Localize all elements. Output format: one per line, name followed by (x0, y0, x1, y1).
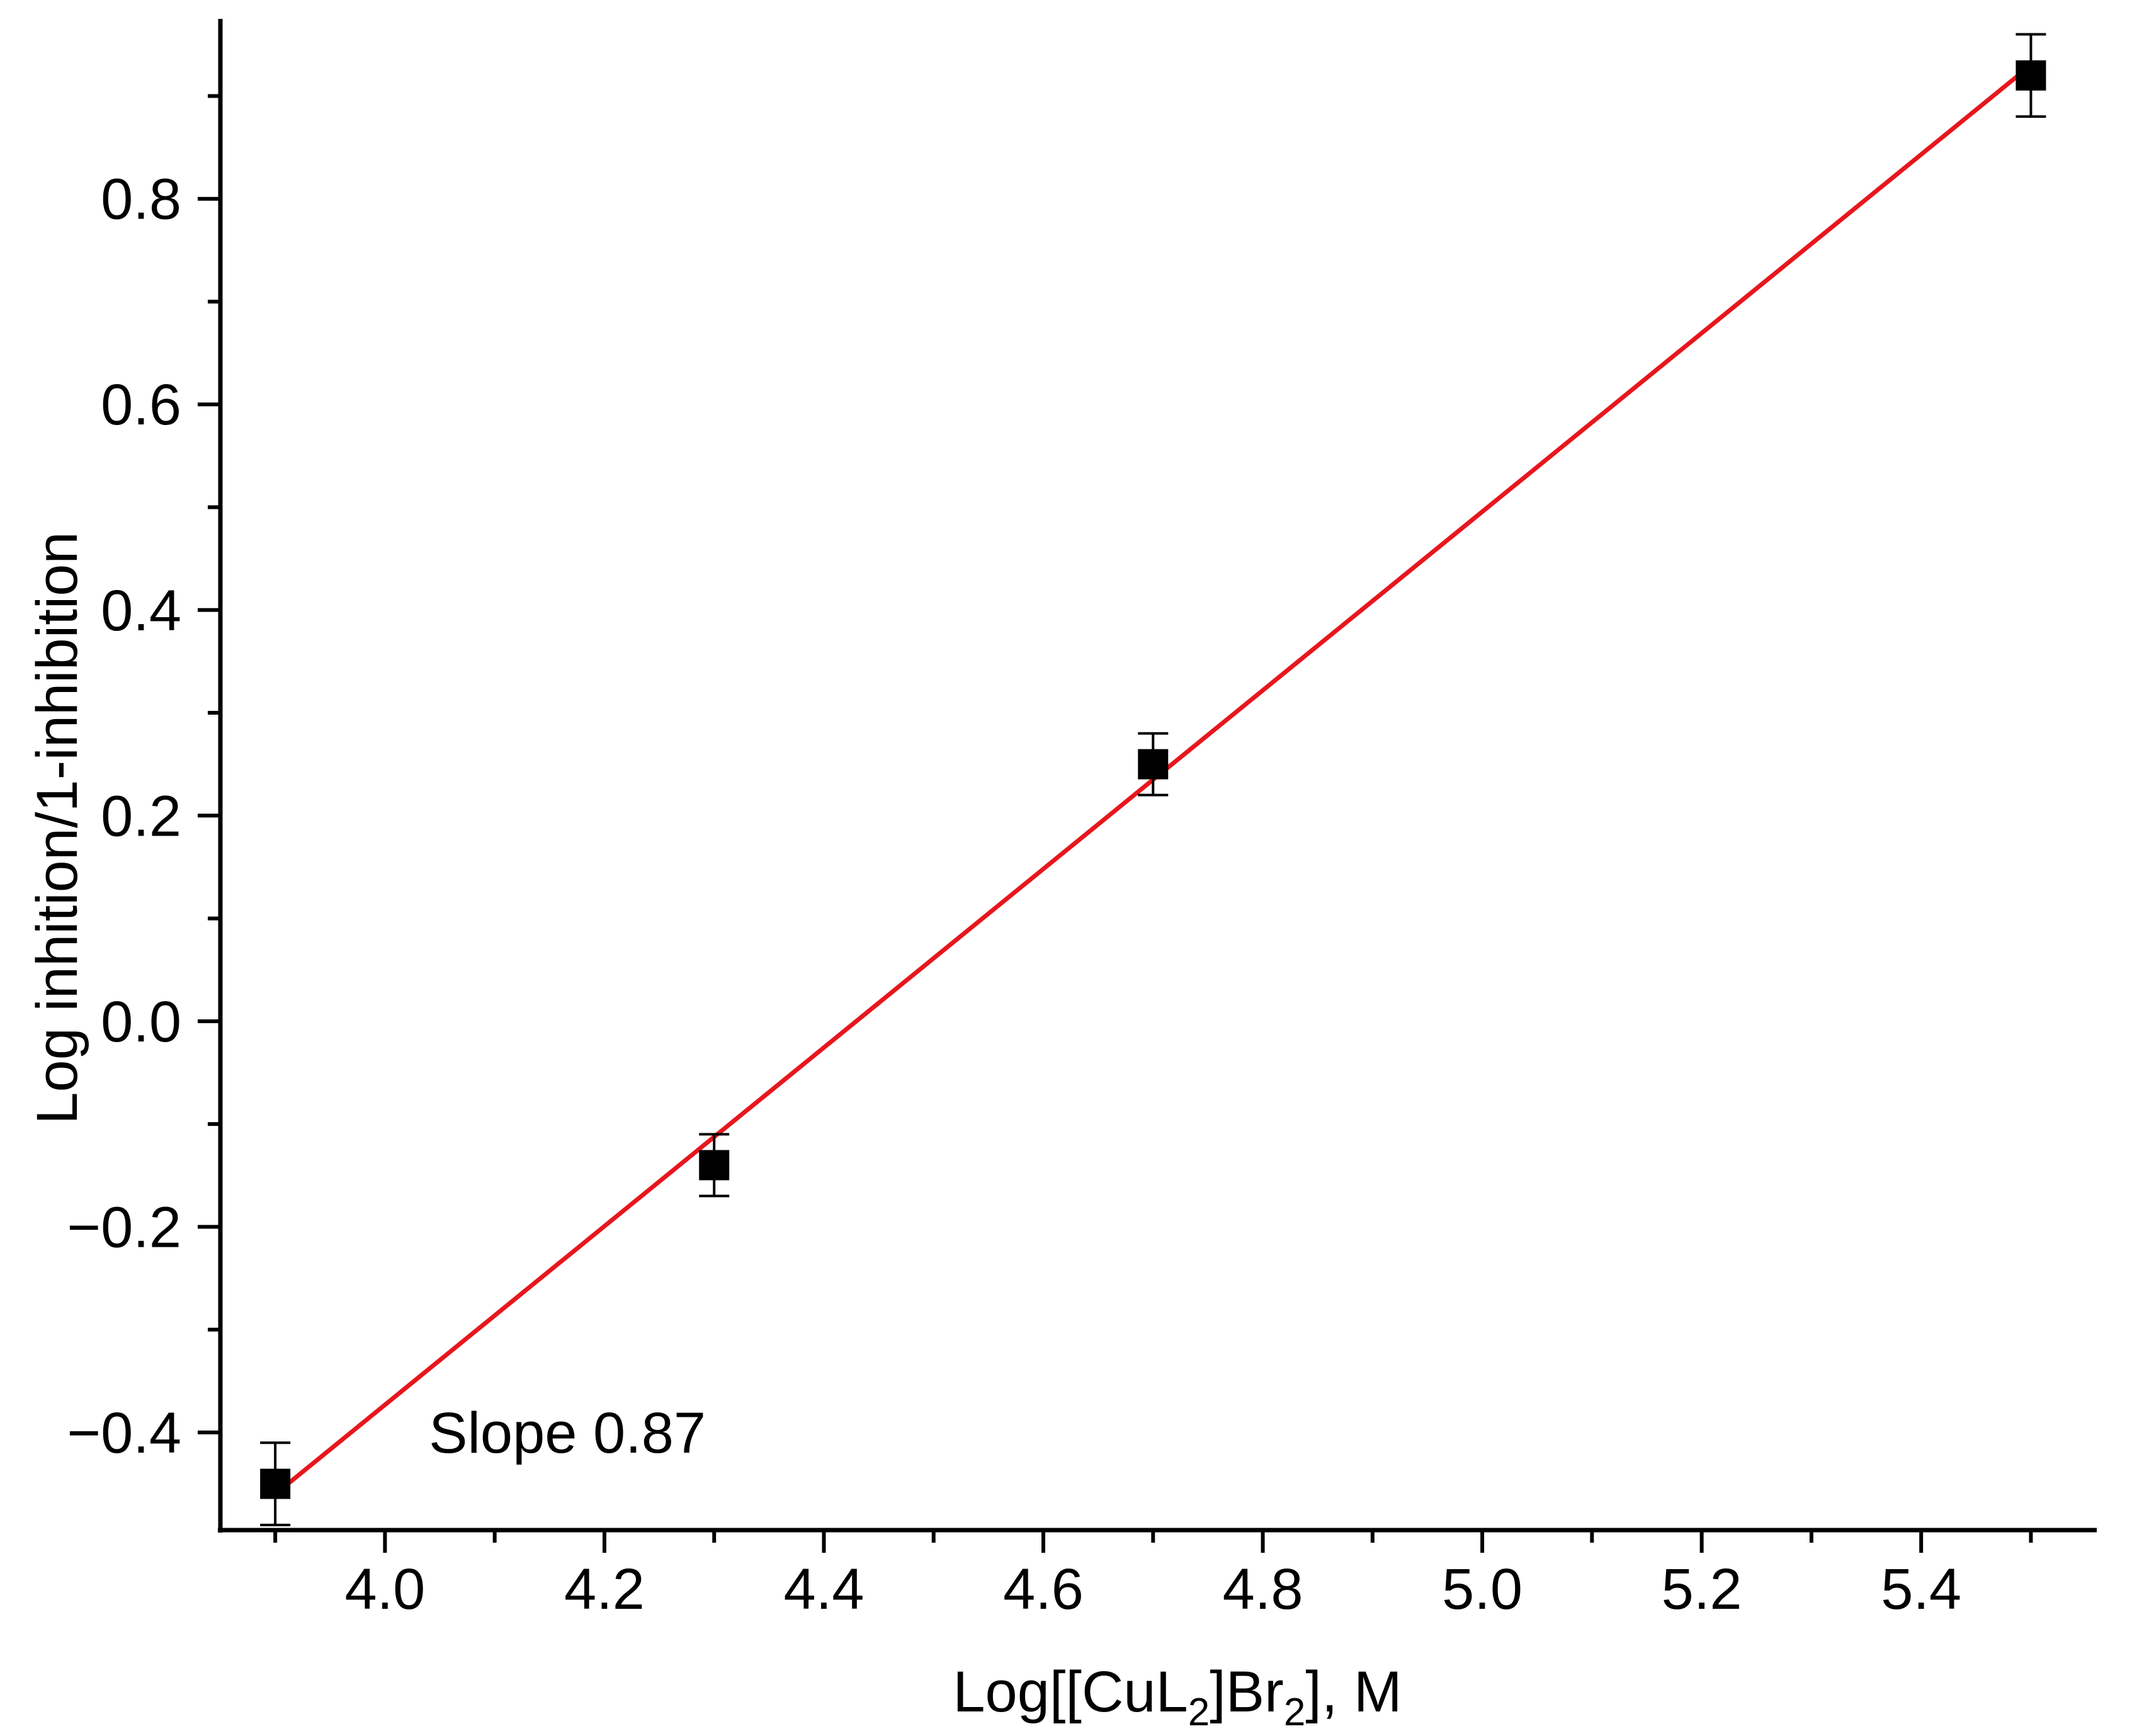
x-tick-label: 5.0 (1442, 1557, 1522, 1621)
data-point-marker (2016, 60, 2046, 91)
x-tick-label: 4.2 (564, 1557, 645, 1621)
y-tick-label: 0.4 (101, 579, 181, 643)
axes-layer: 4.0 4.2 4.4 4.6 4.8 5.0 5.2 5.4 −0.4 −0.2 0.0 0.2 0.… (67, 19, 2097, 1621)
y-tick-label: 0.0 (101, 990, 181, 1054)
x-tick-label: 4.8 (1223, 1557, 1303, 1621)
x-tick-label: 4.0 (344, 1557, 425, 1621)
y-tick-label: 0.6 (101, 373, 181, 437)
y-axis-title: Log inhition/1-inhibition (25, 531, 89, 1124)
data-point-marker (1138, 749, 1169, 780)
y-tick-label: −0.2 (67, 1195, 181, 1259)
x-tick-label: 5.2 (1662, 1557, 1742, 1621)
y-tick-label: 0.2 (101, 784, 181, 848)
x-tick-label: 4.6 (1003, 1557, 1084, 1621)
y-tick-label: 0.8 (101, 167, 181, 232)
x-tick-label: 5.4 (1881, 1557, 1961, 1621)
slope-annotation: Slope 0.87 (429, 1401, 706, 1465)
x-axis-title: Log[[CuL2]Br2], M (953, 1660, 1402, 1734)
x-tick-label: 4.4 (784, 1557, 865, 1621)
data-points-layer (260, 33, 2046, 1526)
y-tick-label: −0.4 (67, 1401, 181, 1465)
data-point-marker (260, 1468, 291, 1499)
data-point-marker (699, 1150, 730, 1181)
